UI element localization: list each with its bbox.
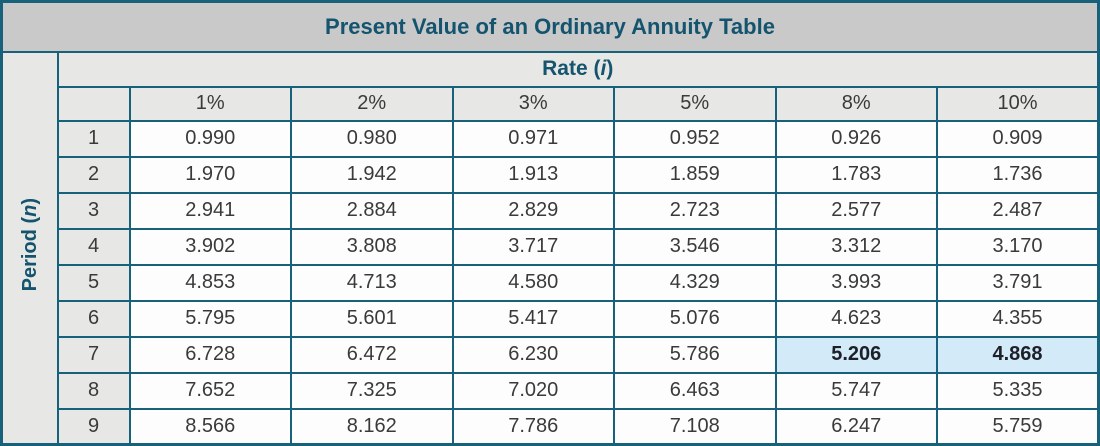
value-cell: 4.713	[290, 263, 454, 302]
value-cell: 7.020	[451, 371, 615, 410]
column-header-2pct: 2%	[290, 85, 454, 122]
table-row-period-7: 7 6.728 6.472 6.230 5.786 5.206 4.868	[2, 335, 1100, 374]
period-cell: 4	[56, 227, 131, 266]
value-cell: 2.829	[451, 191, 615, 230]
highlighted-value-cell: 5.206	[774, 335, 938, 374]
table-row-period-5: 5 4.853 4.713 4.580 4.329 3.993 3.791	[2, 263, 1100, 302]
value-cell: 4.355	[936, 299, 1100, 338]
value-cell: 5.335	[936, 371, 1100, 410]
column-header-1pct: 1%	[128, 85, 292, 122]
value-cell: 0.952	[613, 119, 777, 158]
period-cell: 7	[56, 335, 131, 374]
value-cell: 5.417	[451, 299, 615, 338]
rate-label-suffix: )	[606, 57, 614, 80]
period-cell: 9	[56, 407, 131, 446]
rate-label-prefix: Rate (	[542, 57, 601, 80]
period-label-suffix: )	[18, 198, 41, 205]
value-cell: 5.601	[290, 299, 454, 338]
period-cell: 5	[56, 263, 131, 302]
value-cell: 1.736	[936, 155, 1100, 194]
column-header-3pct: 3%	[451, 85, 615, 122]
table-row-period-1: 1 0.990 0.980 0.971 0.952 0.926 0.909	[2, 119, 1100, 158]
value-cell: 3.791	[936, 263, 1100, 302]
value-cell: 5.786	[613, 335, 777, 374]
value-cell: 0.980	[290, 119, 454, 158]
value-cell: 3.312	[774, 227, 938, 266]
value-cell: 8.566	[128, 407, 292, 446]
value-cell: 6.230	[451, 335, 615, 374]
period-axis-label-cell: Period (n)	[0, 50, 59, 446]
value-cell: 2.723	[613, 191, 777, 230]
column-header-5pct: 5%	[613, 85, 777, 122]
corner-empty-cell	[56, 85, 131, 122]
rate-header-row: Period (n) Rate (i)	[0, 50, 1100, 446]
value-cell: 7.652	[128, 371, 292, 410]
table-title: Present Value of an Ordinary Annuity Tab…	[0, 0, 1100, 53]
value-cell: 7.786	[451, 407, 615, 446]
highlighted-value-cell: 4.868	[936, 335, 1100, 374]
value-cell: 4.623	[774, 299, 938, 338]
table-row-period-8: 8 7.652 7.325 7.020 6.463 5.747 5.335	[2, 371, 1100, 410]
value-cell: 6.728	[128, 335, 292, 374]
column-header-10pct: 10%	[936, 85, 1100, 122]
table-row-period-3: 3 2.941 2.884 2.829 2.723 2.577 2.487	[2, 191, 1100, 230]
table-row-period-4: 4 3.902 3.808 3.717 3.546 3.312 3.170	[2, 227, 1100, 266]
value-cell: 2.487	[936, 191, 1100, 230]
value-cell: 0.971	[451, 119, 615, 158]
value-cell: 6.463	[613, 371, 777, 410]
value-cell: 1.913	[451, 155, 615, 194]
value-cell: 1.970	[128, 155, 292, 194]
value-cell: 3.546	[613, 227, 777, 266]
table-row-period-2: 2 1.970 1.942 1.913 1.859 1.783 1.736	[2, 155, 1100, 194]
period-symbol-n: n	[18, 204, 41, 217]
value-cell: 2.884	[290, 191, 454, 230]
value-cell: 3.902	[128, 227, 292, 266]
value-cell: 7.108	[613, 407, 777, 446]
value-cell: 1.859	[613, 155, 777, 194]
value-cell: 0.990	[128, 119, 292, 158]
value-cell: 3.808	[290, 227, 454, 266]
period-axis-label: Period (n)	[18, 198, 41, 292]
value-cell: 6.247	[774, 407, 938, 446]
value-cell: 6.472	[290, 335, 454, 374]
value-cell: 1.783	[774, 155, 938, 194]
value-cell: 4.329	[613, 263, 777, 302]
period-cell: 3	[56, 191, 131, 230]
value-cell: 2.577	[774, 191, 938, 230]
value-cell: 7.325	[290, 371, 454, 410]
period-cell: 2	[56, 155, 131, 194]
value-cell: 3.717	[451, 227, 615, 266]
value-cell: 5.795	[128, 299, 292, 338]
value-cell: 8.162	[290, 407, 454, 446]
value-cell: 5.076	[613, 299, 777, 338]
rate-symbol-i: i	[600, 57, 607, 80]
value-cell: 3.170	[936, 227, 1100, 266]
table-row-period-6: 6 5.795 5.601 5.417 5.076 4.623 4.355	[2, 299, 1100, 338]
value-cell: 4.580	[451, 263, 615, 302]
value-cell: 0.926	[774, 119, 938, 158]
column-header-row: 1% 2% 3% 5% 8% 10%	[2, 85, 1100, 122]
period-cell: 8	[56, 371, 131, 410]
table-row-period-9: 9 8.566 8.162 7.786 7.108 6.247 5.759	[2, 407, 1100, 446]
column-header-8pct: 8%	[774, 85, 938, 122]
value-cell: 1.942	[290, 155, 454, 194]
value-cell: 0.909	[936, 119, 1100, 158]
value-cell: 2.941	[128, 191, 292, 230]
period-label-prefix: Period (	[18, 216, 41, 292]
value-cell: 3.993	[774, 263, 938, 302]
title-row: Present Value of an Ordinary Annuity Tab…	[0, 0, 1100, 53]
period-cell: 1	[56, 119, 131, 158]
rate-axis-label-cell: Rate (i)	[56, 50, 1100, 88]
value-cell: 5.747	[774, 371, 938, 410]
value-cell: 4.853	[128, 263, 292, 302]
period-cell: 6	[56, 299, 131, 338]
value-cell: 5.759	[936, 407, 1100, 446]
